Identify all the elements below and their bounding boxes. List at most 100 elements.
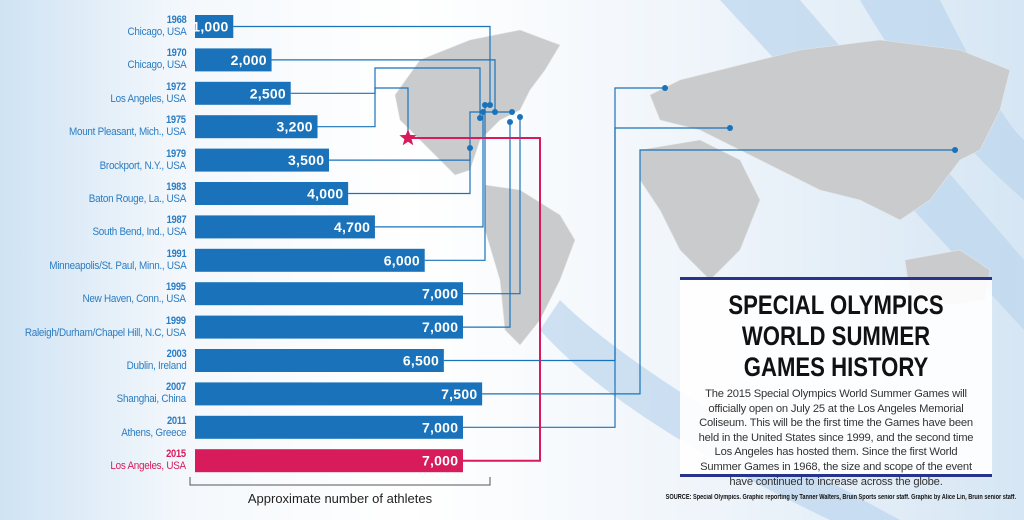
bar-value-label: 2,000 — [231, 52, 267, 68]
location-dot — [480, 109, 486, 115]
year-label: 2007 — [166, 381, 186, 394]
category-label: 1979 Brockport, N.Y., USA — [90, 147, 187, 172]
bar-1999 — [195, 315, 463, 339]
bar-1972 — [195, 81, 291, 105]
year-label: 1999 — [166, 314, 186, 327]
bar-value-label: 2,500 — [250, 85, 286, 101]
bar-1979 — [195, 148, 329, 172]
bar-value-label: 7,000 — [422, 419, 458, 435]
bar-1983 — [195, 182, 349, 205]
city-label: Mount Pleasant, Mich., USA — [69, 126, 186, 139]
bar-2007 — [195, 382, 483, 406]
year-label: 1995 — [166, 281, 186, 294]
location-dot — [662, 85, 668, 91]
bar-value-label: 4,700 — [334, 219, 370, 235]
connector-line-1991 — [424, 105, 486, 261]
location-dot — [477, 115, 483, 121]
bar-1995 — [195, 282, 463, 306]
location-dot — [482, 102, 488, 108]
year-label: 2011 — [166, 414, 187, 427]
location-dot — [467, 145, 473, 151]
star-icon — [399, 129, 417, 146]
connector-line-2015 — [408, 137, 541, 462]
x-axis-label: Approximate number of athletes — [247, 491, 433, 506]
bar-value-label: 7,000 — [422, 453, 458, 469]
connector-line-1999 — [463, 122, 511, 328]
location-dot — [952, 147, 958, 153]
connector-line-2007 — [482, 149, 955, 395]
city-label: Los Angeles, USA — [110, 460, 187, 473]
bar-value-label: 6,500 — [403, 353, 439, 369]
bar-value-label: 4,000 — [307, 186, 343, 202]
location-dot — [487, 102, 493, 108]
category-label: 1983 Baton Rouge, La., USA — [78, 181, 187, 205]
connector-line-1970 — [271, 59, 496, 112]
bar-2011 — [195, 415, 463, 439]
bar-value-label: 7,500 — [441, 386, 477, 402]
category-label: 2015 Los Angeles, USA — [102, 448, 187, 473]
category-label: 1972 Los Angeles, USA — [102, 81, 187, 105]
bar-value-label: 3,500 — [288, 152, 324, 168]
year-label: 1970 — [166, 47, 186, 60]
year-label: 1979 — [166, 147, 186, 160]
bar-2003 — [195, 349, 444, 372]
category-label: 1975 Mount Pleasant, Mich., USA — [56, 114, 186, 138]
bar-value-label: 3,200 — [277, 119, 313, 135]
year-label: 1983 — [166, 181, 186, 193]
city-label: Minneapolis/St. Paul, Minn., USA — [48, 259, 186, 272]
category-label: 1999 Raleigh/Durham/Chapel Hill, N.C, USA — [7, 315, 186, 339]
info-box: SPECIAL OLYMPICS WORLD SUMMER GAMES HIST… — [680, 277, 992, 488]
bar-1987 — [195, 215, 375, 239]
city-label: Athens, Greece — [120, 426, 186, 439]
source-credit: SOURCE: Special Olympics. Graphic report… — [665, 494, 1016, 501]
location-dot — [509, 109, 515, 115]
city-label: Shanghai, China — [116, 393, 186, 406]
year-label: 2015 — [166, 448, 186, 461]
bar-2015 — [195, 449, 463, 473]
year-label: 1975 — [166, 114, 186, 127]
city-label: Chicago, USA — [127, 59, 186, 72]
year-label: 1991 — [166, 247, 186, 260]
info-title: SPECIAL OLYMPICS WORLD SUMMER GAMES HIST… — [728, 290, 944, 382]
year-label: 1968 — [166, 14, 186, 26]
location-dot — [492, 109, 498, 115]
year-label: 1987 — [166, 214, 186, 227]
city-label: New Haven, Conn., USA — [82, 293, 187, 306]
bar-value-label: 1,000 — [192, 19, 228, 35]
city-label: Chicago, USA — [127, 26, 186, 38]
location-dot — [517, 114, 523, 120]
year-label: 2003 — [166, 348, 186, 360]
location-dot — [507, 119, 513, 125]
bar-1975 — [195, 115, 318, 139]
connector-line-1979 — [329, 111, 512, 161]
connector-line-1983 — [348, 148, 471, 195]
category-label: 1968 Chicago, USA — [121, 14, 186, 38]
category-label: 2007 Shanghai, China — [109, 381, 186, 405]
category-label: 2003 Dublin, Ireland — [120, 348, 186, 372]
location-dot — [727, 125, 733, 131]
connector-line-1995 — [463, 117, 521, 295]
connector-line-1968 — [233, 25, 491, 105]
bar-1991 — [195, 248, 425, 272]
bar-value-label: 7,000 — [422, 286, 458, 302]
category-label: 2011 Athens, Greece — [114, 415, 186, 439]
bar-value-label: 6,000 — [384, 252, 420, 268]
city-label: Raleigh/Durham/Chapel Hill, N.C, USA — [25, 326, 186, 339]
category-label: 1991 Minneapolis/St. Paul, Minn., USA — [34, 248, 186, 272]
city-label: Dublin, Ireland — [126, 360, 186, 372]
category-label: 1970 Chicago, USA — [121, 47, 186, 72]
category-label: 1987 South Bend, Ind., USA — [82, 214, 186, 238]
bar-1970 — [195, 48, 272, 72]
connector-line-1987 — [374, 112, 484, 228]
category-label: 1995 New Haven, Conn., USA — [71, 281, 187, 306]
info-body: The 2015 Special Olympics World Summer G… — [698, 388, 974, 488]
axis-bracket — [189, 477, 491, 486]
city-label: Brockport, N.Y., USA — [99, 159, 187, 172]
bar-value-label: 7,000 — [422, 319, 458, 335]
connector-line-1975 — [317, 67, 481, 128]
city-label: Baton Rouge, La., USA — [88, 193, 187, 205]
bar-1968 — [195, 15, 234, 38]
city-label: South Bend, Ind., USA — [92, 226, 186, 239]
